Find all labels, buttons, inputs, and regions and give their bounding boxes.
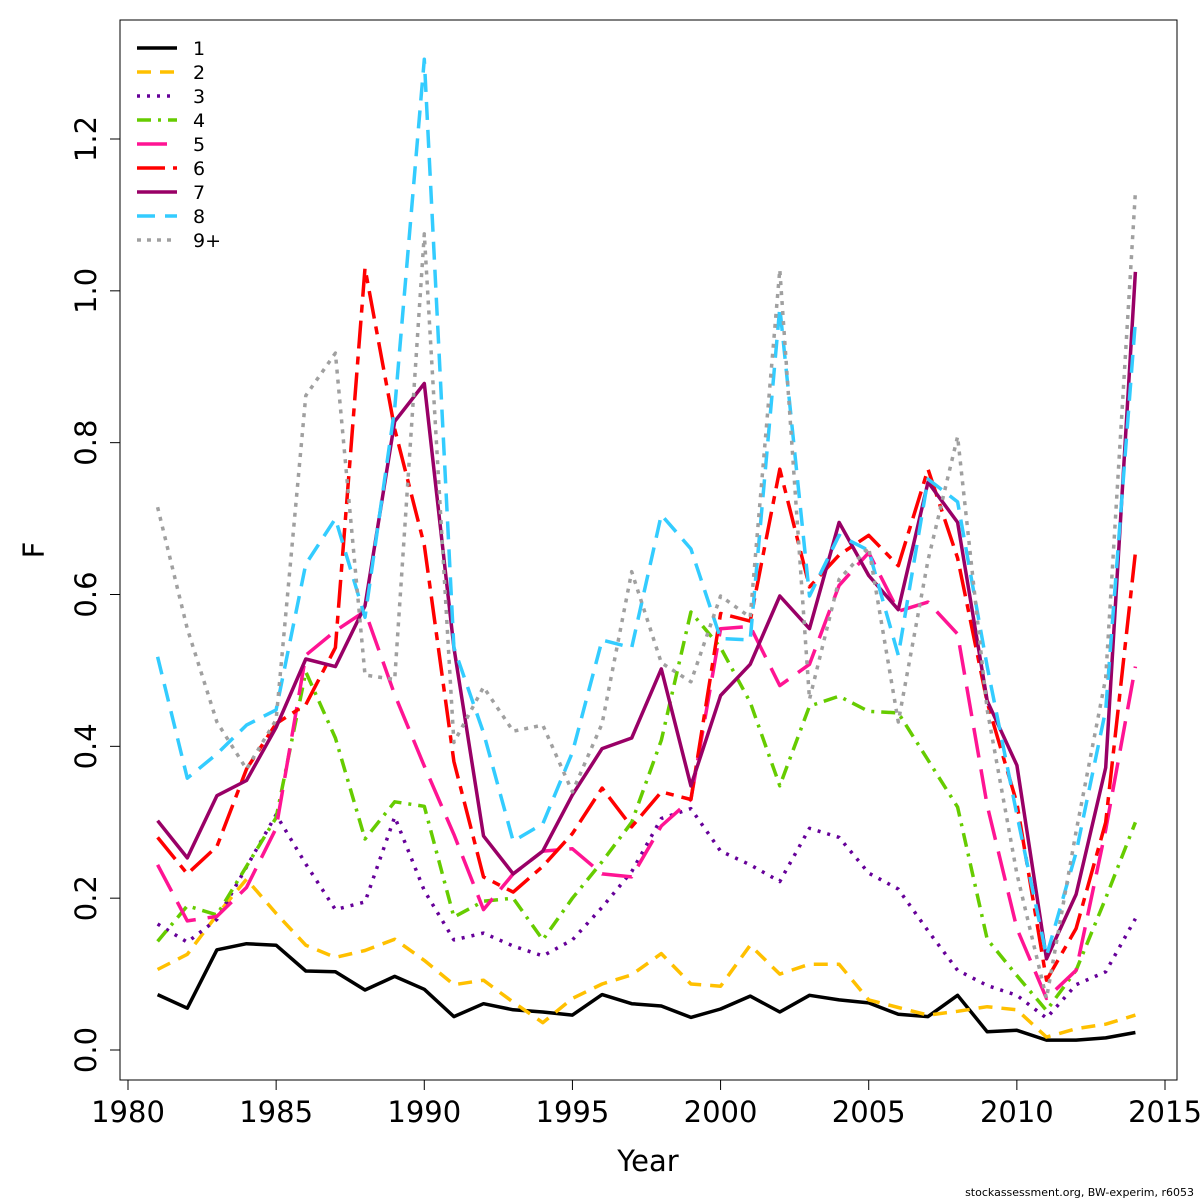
y-axis-title: F: [17, 542, 51, 559]
y-tick-label: 0.6: [69, 571, 103, 617]
legend-item-6: 6: [137, 158, 205, 180]
y-tick-label: 0.0: [69, 1027, 103, 1073]
series-layer: [155, 57, 1138, 1042]
axes-layer: 1980 1985 1990 1995 2000 2005 2010 2015 0.0 0.2 0.…: [69, 116, 1200, 1129]
x-tick-label: 1980: [91, 1095, 165, 1129]
series-line-5: [156, 550, 1138, 1001]
series-line-9plus: [155, 191, 1138, 1001]
x-tick-label: 2005: [832, 1095, 906, 1129]
legend-label: 9+: [193, 230, 221, 252]
legend-item-8: 8: [137, 206, 205, 228]
legend-label: 5: [193, 134, 205, 156]
legend-item-1: 1: [137, 38, 205, 60]
legend-label: 2: [193, 62, 205, 84]
legend-label: 6: [193, 158, 205, 180]
x-tick-label: 1985: [239, 1095, 313, 1129]
legend-item-3: 3: [137, 86, 205, 108]
legend-item-7: 7: [137, 182, 205, 204]
y-tick-label: 1.0: [69, 268, 103, 314]
legend-item-2: 2: [137, 62, 205, 84]
y-tick-label: 0.4: [69, 723, 103, 769]
x-tick-label: 1995: [536, 1095, 610, 1129]
series-line-1: [156, 941, 1136, 1042]
legend-label: 4: [193, 110, 205, 132]
legend-item-5: 5: [137, 134, 205, 156]
x-tick-label: 1990: [387, 1095, 461, 1129]
x-tick-label: 2010: [980, 1095, 1054, 1129]
y-tick-label: 1.2: [69, 116, 103, 162]
series-line-4: [156, 610, 1138, 1013]
legend-label: 3: [193, 86, 205, 108]
y-tick-label: 0.2: [69, 875, 103, 921]
series-line-8: [155, 57, 1138, 958]
y-tick-label: 0.8: [69, 420, 103, 466]
x-tick-label: 2000: [684, 1095, 758, 1129]
series-line-2: [156, 877, 1136, 1039]
plot-frame: [119, 19, 1178, 1081]
legend-label: 8: [193, 206, 205, 228]
series-line-7: [156, 271, 1138, 961]
credit-text: stockassessment.org, BW-experim, r6053: [965, 1186, 1194, 1199]
x-tick-label: 2015: [1128, 1095, 1200, 1129]
legend-label: 7: [193, 182, 205, 204]
x-axis-title: Year: [616, 1144, 678, 1178]
legend-item-9plus: 9+: [137, 230, 221, 252]
series-line-3: [156, 806, 1137, 1020]
legend-item-4: 4: [137, 110, 205, 132]
series-line-6: [156, 266, 1138, 982]
legend-label: 1: [193, 38, 205, 60]
